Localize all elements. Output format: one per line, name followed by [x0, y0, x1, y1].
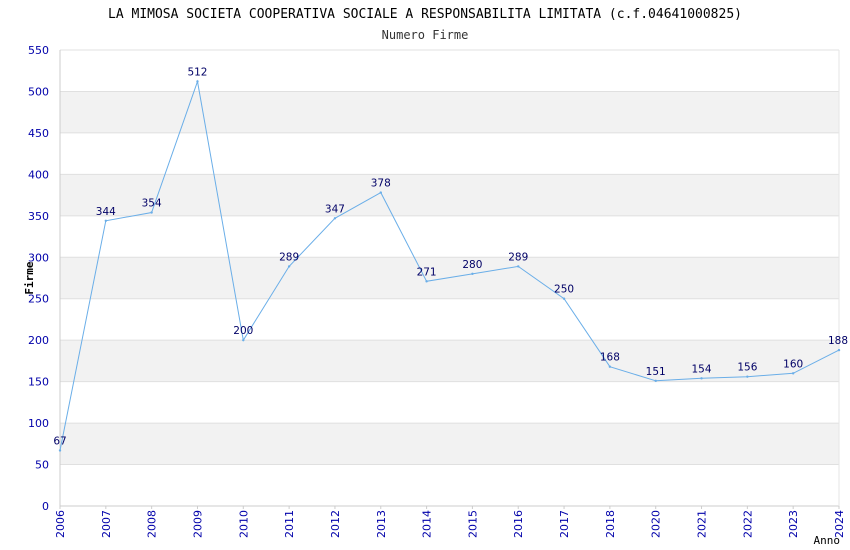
data-label: 347 — [325, 203, 345, 215]
data-point — [379, 191, 382, 194]
axes — [59, 50, 840, 507]
x-tick-label: 2010 — [237, 510, 250, 538]
x-tick-label: 2009 — [191, 510, 204, 538]
x-tick-label: 2024 — [833, 510, 846, 538]
chart-title: LA MIMOSA SOCIETA COOPERATIVA SOCIALE A … — [108, 7, 742, 22]
data-label: 160 — [783, 358, 803, 370]
y-axis-label: Firme — [23, 261, 36, 294]
data-label: 271 — [417, 266, 437, 278]
grid-band — [60, 340, 839, 382]
data-label: 289 — [508, 251, 528, 263]
data-label: 200 — [233, 325, 253, 337]
data-labels: 67 344 354 512 200 289 347 378 271 280 289 250 168 15… — [53, 67, 848, 448]
data-label: 354 — [142, 198, 162, 210]
grid-band — [60, 174, 839, 216]
x-tick-label: 2021 — [696, 510, 709, 538]
data-label: 154 — [692, 363, 712, 375]
series-polyline — [59, 79, 840, 451]
y-tick-label: 450 — [28, 127, 49, 140]
y-tick-label: 300 — [28, 251, 49, 264]
data-point — [791, 372, 795, 375]
series-line — [58, 79, 841, 452]
x-tick-label: 2014 — [421, 510, 434, 538]
y-tick-label: 200 — [28, 334, 49, 347]
y-tick-label: 350 — [28, 210, 49, 223]
data-point — [287, 265, 291, 268]
x-tick-label: 2011 — [283, 510, 296, 538]
y-tick-label: 550 — [28, 44, 49, 57]
data-label: 344 — [96, 206, 116, 218]
data-label: 250 — [554, 284, 574, 296]
data-point — [58, 449, 62, 452]
data-point — [104, 219, 108, 222]
x-tick-label: 2008 — [146, 510, 159, 538]
data-label: 512 — [187, 67, 207, 79]
x-tick-label: 2016 — [512, 510, 525, 538]
y-tick-label: 500 — [28, 85, 49, 98]
x-tick-label: 2022 — [741, 510, 754, 538]
data-point — [746, 375, 749, 378]
y-tick-label: 150 — [28, 376, 49, 389]
grid-bands — [60, 91, 839, 465]
x-tick-label: 2006 — [54, 510, 67, 538]
gridlines — [60, 49, 839, 507]
data-point — [150, 211, 153, 214]
y-tick-label: 50 — [35, 459, 49, 472]
data-label: 289 — [279, 251, 299, 263]
x-axis-label: Anno — [814, 534, 841, 547]
x-axis-ticks: 2006 2007 2008 2009 2010 2011 2012 2013 2014 2015… — [54, 506, 846, 538]
data-point — [700, 377, 703, 380]
x-tick-label: 2023 — [787, 510, 800, 538]
data-point — [196, 80, 199, 83]
data-point — [562, 297, 566, 300]
data-label: 378 — [371, 178, 391, 190]
x-tick-label: 2012 — [329, 510, 342, 538]
data-label: 280 — [462, 259, 482, 271]
data-label: 67 — [53, 435, 66, 447]
grid-band — [60, 91, 839, 133]
chart-subtitle: Numero Firme — [382, 28, 469, 42]
x-tick-label: 2015 — [466, 510, 479, 538]
grid-band — [60, 423, 839, 465]
data-point — [654, 379, 657, 383]
data-label: 156 — [737, 362, 757, 374]
data-point — [333, 217, 337, 220]
data-label: 188 — [828, 335, 848, 347]
y-tick-label: 400 — [28, 168, 49, 181]
y-tick-label: 100 — [28, 417, 49, 430]
data-point — [608, 365, 612, 368]
data-point — [471, 272, 474, 276]
data-label: 168 — [600, 352, 620, 364]
data-point — [425, 280, 428, 283]
x-tick-label: 2018 — [604, 510, 617, 538]
x-tick-label: 2013 — [375, 510, 388, 538]
x-tick-label: 2007 — [100, 510, 113, 538]
x-tick-label: 2020 — [650, 510, 663, 538]
data-point — [517, 265, 520, 268]
y-tick-label: 0 — [42, 500, 49, 513]
y-axis-ticks: 0 50 100 150 200 250 300 350 400 450 500 550 — [28, 44, 49, 513]
data-point — [837, 348, 841, 352]
data-label: 151 — [646, 366, 666, 378]
data-point — [242, 338, 245, 342]
y-tick-label: 250 — [28, 293, 49, 306]
x-tick-label: 2017 — [558, 510, 571, 538]
